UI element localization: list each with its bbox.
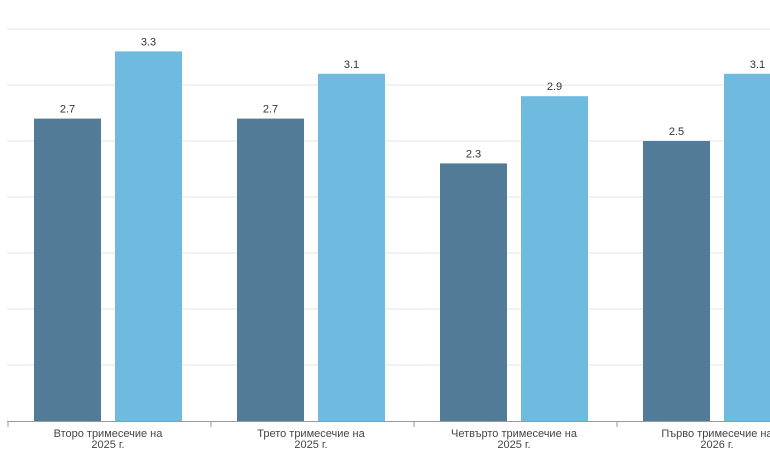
x-tick-label: Трето тримесечие на xyxy=(257,428,365,440)
data-label: 2.5 xyxy=(669,126,684,138)
bar xyxy=(440,163,507,421)
bar xyxy=(318,73,385,422)
data-label: 2.7 xyxy=(60,104,75,116)
x-tick-label: 2026 г. xyxy=(700,439,733,451)
bar xyxy=(115,51,182,422)
bar xyxy=(643,141,710,421)
bar xyxy=(34,118,101,421)
data-label: 2.7 xyxy=(263,104,278,116)
bar xyxy=(237,118,304,421)
x-tick-label: 2025 г. xyxy=(497,439,530,451)
data-label: 3.1 xyxy=(344,59,359,71)
data-label: 2.3 xyxy=(466,148,481,160)
data-label: 3.1 xyxy=(750,59,765,71)
bar xyxy=(724,73,770,422)
x-tick-label: 2025 г. xyxy=(294,439,327,451)
bars xyxy=(34,51,770,422)
x-tick-label: Четвърто тримесечие на xyxy=(451,428,578,440)
data-label: 2.9 xyxy=(547,81,562,93)
x-tick-label: Второ тримесечие на xyxy=(54,428,164,440)
bar xyxy=(521,96,588,421)
x-tick-label: 2025 г. xyxy=(91,439,124,451)
data-labels: 2.7 3.3 2.7 3.1 2.3 2.9 2.5 3.1 xyxy=(60,36,765,160)
data-label: 3.3 xyxy=(141,36,156,48)
x-tick-label: Първо тримесечие на xyxy=(661,428,770,440)
